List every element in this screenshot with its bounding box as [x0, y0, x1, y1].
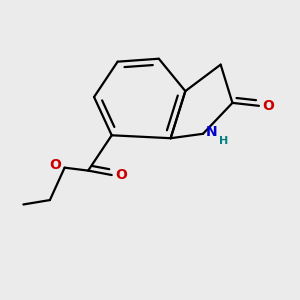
Text: O: O [262, 99, 274, 113]
Text: O: O [115, 168, 127, 182]
Text: H: H [220, 136, 229, 146]
Text: O: O [49, 158, 61, 172]
Text: N: N [206, 125, 217, 139]
